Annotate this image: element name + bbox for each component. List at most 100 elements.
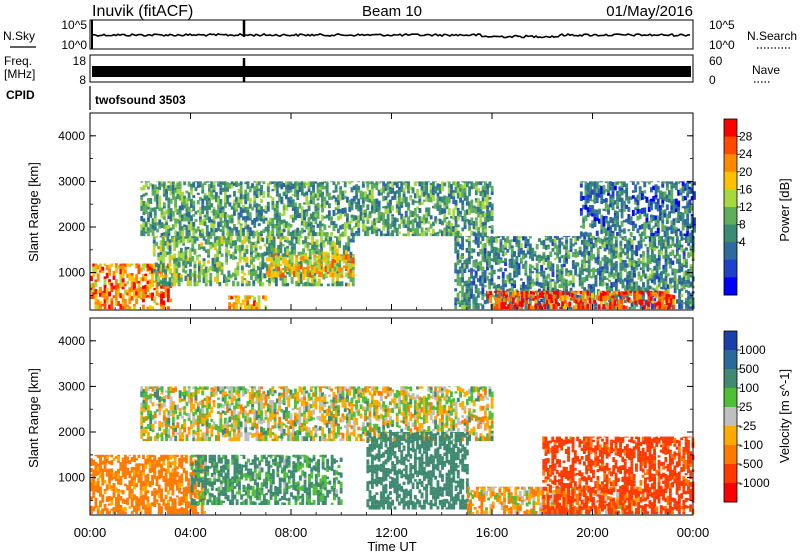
heatmap-cell (174, 498, 177, 502)
heatmap-cell (362, 220, 365, 224)
heatmap-cell (630, 232, 633, 236)
heatmap-cell (318, 255, 321, 259)
heatmap-cell (448, 181, 451, 184)
heatmap-cell (147, 187, 150, 190)
heatmap-cell (126, 281, 129, 284)
heatmap-cell (131, 273, 134, 276)
heatmap-cell (371, 193, 374, 199)
heatmap-cell (165, 222, 168, 225)
heatmap-cell (446, 217, 449, 219)
cpid-program: twofsound 3503 (95, 93, 186, 107)
heatmap-cell (232, 281, 235, 287)
heatmap-cell (687, 243, 690, 246)
heatmap-cell (616, 201, 619, 206)
heatmap-cell (378, 207, 381, 211)
heatmap-cell (552, 263, 555, 269)
heatmap-cell (493, 270, 496, 275)
heatmap-cell (240, 185, 243, 191)
heatmap-cell (557, 303, 560, 306)
heatmap-cell (640, 244, 643, 249)
heatmap-cell (191, 487, 194, 493)
heatmap-cell (610, 288, 613, 291)
heatmap-cell (547, 274, 550, 279)
heatmap-cell (504, 284, 507, 288)
heatmap-cell (454, 305, 457, 309)
heatmap-cell (252, 264, 255, 268)
heatmap-cell (668, 303, 671, 309)
heatmap-cell (631, 245, 634, 250)
heatmap-cell (101, 267, 104, 271)
heatmap-cell (276, 205, 279, 208)
heatmap-cell (189, 281, 192, 287)
heatmap-cell (491, 210, 494, 216)
heatmap-cell (558, 249, 561, 255)
heatmap-cell (167, 294, 170, 297)
heatmap-cell (520, 278, 523, 280)
heatmap-cell (163, 202, 166, 206)
heatmap-cell (213, 207, 216, 209)
heatmap-cell (320, 284, 323, 287)
heatmap-cell (317, 214, 320, 219)
heatmap-cell (457, 293, 460, 299)
heatmap-cell (259, 246, 262, 250)
heatmap-cell (459, 260, 462, 263)
heatmap-cell (461, 248, 464, 250)
heatmap-cell (110, 298, 113, 300)
freq-label: Freq. (4, 54, 32, 68)
heatmap-cell (192, 182, 195, 188)
heatmap-cell (502, 272, 505, 278)
heatmap-cell (273, 237, 276, 243)
heatmap-cell (194, 249, 197, 253)
heatmap-cell (213, 185, 216, 187)
heatmap-cell (509, 273, 512, 279)
heatmap-cell (680, 245, 683, 248)
heatmap-cell (300, 236, 303, 238)
heatmap-cell (187, 478, 190, 482)
heatmap-cell (153, 299, 156, 303)
heatmap-cell (198, 280, 201, 283)
heatmap-cell (615, 268, 618, 273)
heatmap-cell (685, 259, 688, 262)
heatmap-cell (587, 304, 590, 309)
heatmap-cell (579, 247, 582, 250)
heatmap-cell (619, 241, 622, 247)
freq-unit: [MHz] (4, 67, 35, 81)
heatmap-cell (205, 283, 208, 286)
heatmap-cell (213, 187, 216, 190)
heatmap-cell (504, 258, 507, 262)
heatmap-cell (369, 215, 372, 218)
heatmap-cell (371, 189, 374, 192)
heatmap-cell (99, 503, 102, 507)
heatmap-cell (484, 270, 487, 275)
heatmap-cell (95, 498, 98, 504)
heatmap-cell (293, 244, 296, 246)
heatmap-cell (626, 253, 629, 256)
heatmap-cell (258, 223, 261, 226)
heatmap-cell (176, 495, 179, 497)
heatmap-cell (357, 228, 360, 233)
heatmap-cell (637, 181, 640, 184)
heatmap-cell (99, 486, 102, 492)
heatmap-cell (443, 209, 446, 214)
heatmap-cell (602, 304, 605, 309)
heatmap-cell (690, 266, 693, 269)
heatmap-cell (180, 274, 183, 277)
heatmap-cell (291, 279, 294, 283)
heatmap-cell (589, 298, 592, 301)
heatmap-cell (192, 195, 195, 198)
heatmap-cell (171, 492, 174, 495)
heatmap-cell (209, 281, 212, 287)
heatmap-cell (566, 292, 569, 295)
heatmap-cell (108, 268, 111, 273)
heatmap-cell (407, 202, 410, 207)
heatmap-cell (317, 198, 320, 200)
heatmap-cell (156, 289, 159, 291)
heatmap-cell (677, 207, 680, 211)
heatmap-cell (216, 279, 219, 281)
heatmap-cell (347, 246, 350, 251)
heatmap-cell (270, 267, 273, 270)
heatmap-cell (491, 206, 494, 210)
heatmap-cell (690, 264, 693, 266)
y-tick-label: 2000 (58, 220, 85, 234)
